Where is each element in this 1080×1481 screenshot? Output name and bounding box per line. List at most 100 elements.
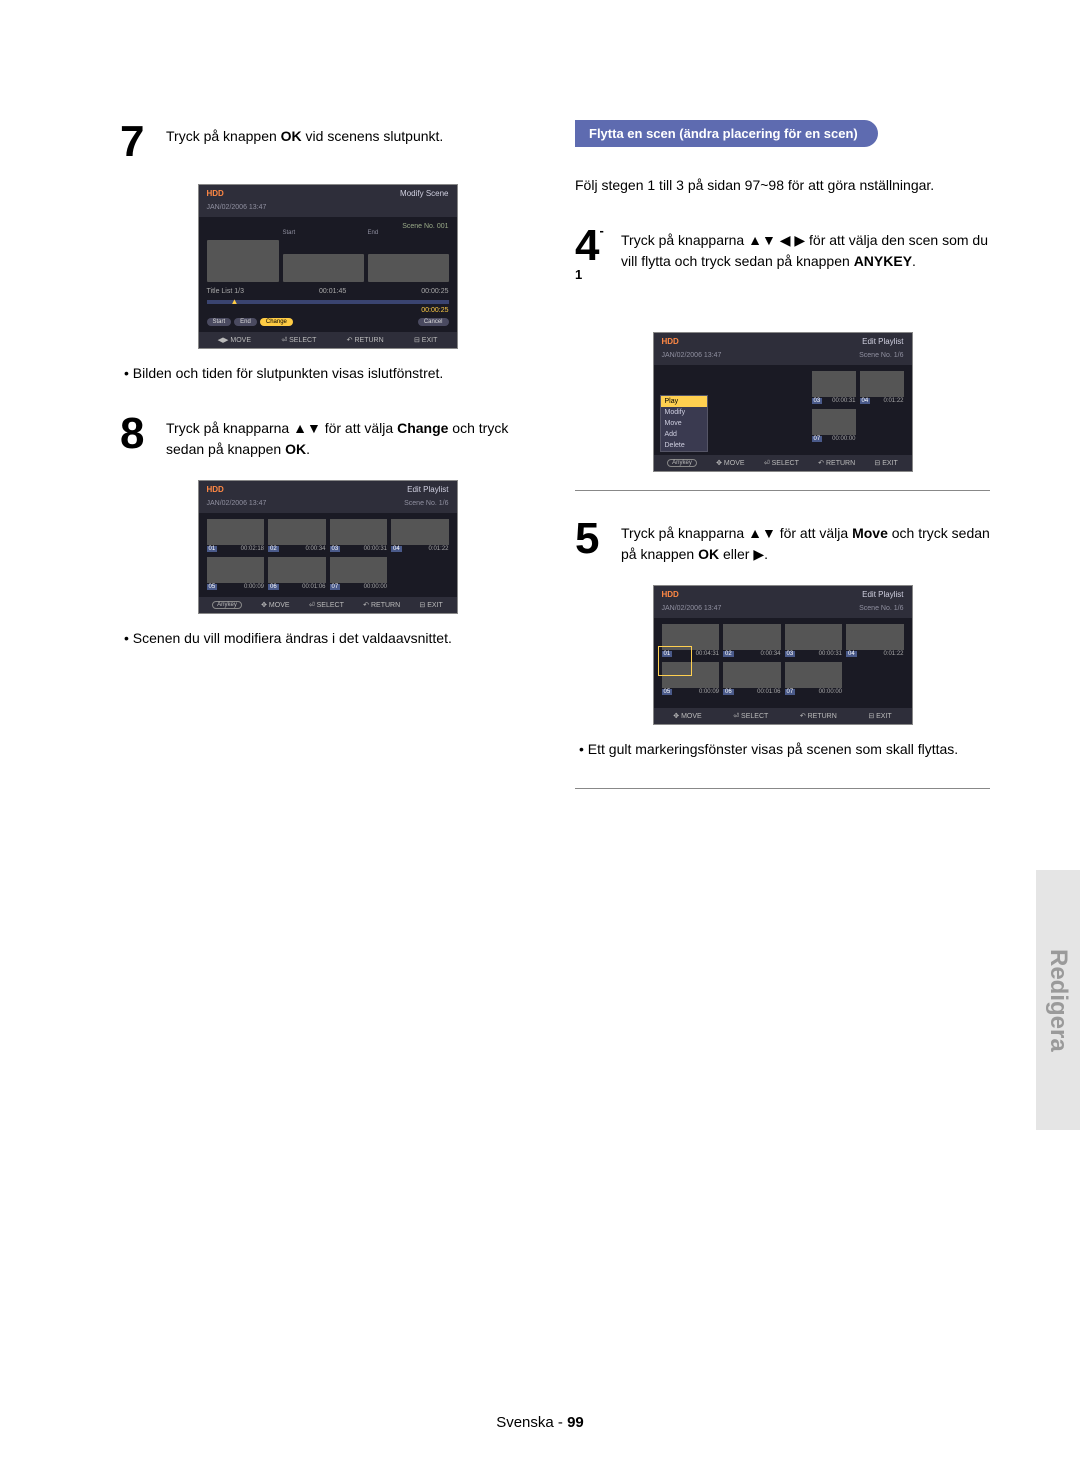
ss7-time1: 00:01:45 — [319, 288, 346, 295]
screenshot-edit-playlist-marked: HDD Edit Playlist JAN/02/2006 13:47 Scen… — [653, 585, 913, 725]
thumbnail-cell[interactable]: 0600:01:06 — [268, 557, 326, 591]
menu-item-add[interactable]: Add — [661, 429, 707, 440]
step-4-post: . — [912, 253, 916, 269]
ss7-foot-return: ↶ RETURN — [347, 336, 384, 344]
step-8-post: . — [306, 441, 310, 457]
ss7-thumb-main — [207, 240, 279, 282]
page-footer: Svenska - 99 — [0, 1414, 1080, 1431]
ss4-anykey[interactable]: Anykey — [667, 459, 697, 467]
ss7-hdd: HDD — [207, 189, 224, 198]
thumbnail-cell[interactable] — [860, 409, 904, 443]
ss5-scene: Scene No. 1/6 — [859, 605, 903, 612]
ss7-btn-change[interactable]: Change — [260, 318, 293, 326]
thumbnail-cell[interactable]: 040:01:22 — [846, 624, 904, 658]
thumbnail-cell[interactable] — [764, 371, 808, 405]
step-7-pre: Tryck på knappen — [166, 128, 281, 144]
menu-item-play[interactable]: Play — [661, 396, 707, 407]
ss8-foot-move: ✥ MOVE — [261, 601, 289, 609]
thumbnail-cell[interactable] — [846, 662, 904, 696]
step-8-text: Tryck på knapparna ▲▼ för att välja Chan… — [166, 412, 535, 460]
ss7-mode: Modify Scene — [400, 189, 448, 198]
step-5-number: 5 — [575, 517, 611, 565]
thumbnail-cell[interactable]: 0300:00:31 — [330, 519, 388, 553]
ss8-foot-select: ⏎ SELECT — [309, 601, 344, 609]
thumbnail-cell[interactable] — [391, 557, 449, 591]
ss4-hdd: HDD — [662, 337, 679, 346]
step-8-number: 8 — [120, 412, 156, 460]
thumbnail-cell[interactable]: 040:01:22 — [860, 371, 904, 405]
ss8-date: JAN/02/2006 13:47 — [207, 500, 267, 507]
step-5-pre: Tryck på knapparna ▲▼ för att välja — [621, 525, 852, 541]
ss7-btn-start[interactable]: Start — [207, 318, 232, 326]
step-8-ok: OK — [285, 441, 306, 457]
ss7-btn-cancel[interactable]: Cancel — [418, 318, 449, 326]
thumbnail-cell[interactable] — [716, 409, 760, 443]
ss5-mode: Edit Playlist — [862, 590, 903, 599]
section-heading: Flytta en scen (ändra placering för en s… — [575, 120, 878, 147]
thumbnail-cell[interactable]: 0300:00:31 — [785, 624, 843, 658]
divider-1 — [575, 490, 990, 491]
bullet-8: Scenen du vill modifiera ändras i det va… — [120, 628, 535, 649]
thumbnail-cell[interactable]: 0700:00:00 — [785, 662, 843, 696]
thumbnail-cell[interactable]: 0700:00:00 — [812, 409, 856, 443]
step-7: 7 Tryck på knappen OK vid scenens slutpu… — [120, 120, 535, 164]
ss7-scene-no: Scene No. 001 — [207, 223, 449, 230]
thumbnail-cell[interactable]: 0100:02:18 — [207, 519, 265, 553]
screenshot-edit-playlist-menu: HDD Edit Playlist JAN/02/2006 13:47 Scen… — [653, 332, 913, 472]
step-8: 8 Tryck på knapparna ▲▼ för att välja Ch… — [120, 412, 535, 460]
thumbnail-cell[interactable]: 0600:01:06 — [723, 662, 781, 696]
step-5-ok: OK — [698, 546, 719, 562]
thumbnail-cell[interactable] — [716, 371, 760, 405]
left-column: 7 Tryck på knappen OK vid scenens slutpu… — [120, 120, 535, 815]
ss4-date: JAN/02/2006 13:47 — [662, 352, 722, 359]
step-5-post: eller ▶. — [719, 546, 768, 562]
ss7-time2: 00:00:25 — [421, 288, 448, 295]
step-8-change: Change — [397, 420, 448, 436]
menu-item-delete[interactable]: Delete — [661, 440, 707, 451]
ss4-foot-move: ✥ MOVE — [716, 459, 744, 467]
screenshot-modify-scene: HDD Modify Scene JAN/02/2006 13:47 Scene… — [198, 184, 458, 349]
ss4-context-menu[interactable]: PlayModifyMoveAddDelete — [660, 395, 708, 452]
step-4-anykey: ANYKEY — [854, 253, 912, 269]
thumbnail-cell[interactable]: 040:01:22 — [391, 519, 449, 553]
thumbnail-cell[interactable] — [764, 409, 808, 443]
thumbnail-cell[interactable]: 0300:00:31 — [812, 371, 856, 405]
ss8-anykey[interactable]: Anykey — [212, 601, 242, 609]
divider-2 — [575, 788, 990, 789]
ss7-foot-move: ◀▶ MOVE — [218, 336, 251, 344]
menu-item-move[interactable]: Move — [661, 418, 707, 429]
thumbnail-cell[interactable]: 0700:00:00 — [330, 557, 388, 591]
ss7-foot-select: ⏎ SELECT — [281, 336, 316, 344]
bullet-5: Ett gult markeringsfönster visas på scen… — [575, 739, 990, 760]
ss7-date: JAN/02/2006 13:47 — [207, 204, 267, 211]
ss5-hdd: HDD — [662, 590, 679, 599]
ss5-date: JAN/02/2006 13:47 — [662, 605, 722, 612]
ss7-end-lbl: End — [368, 230, 449, 236]
footer-lang: Svenska — [496, 1414, 554, 1431]
step-5-text: Tryck på knapparna ▲▼ för att välja Move… — [621, 517, 990, 565]
step-7-post: vid scenens slutpunkt. — [302, 128, 444, 144]
ss7-thumb-start — [283, 254, 364, 282]
step-4: 4-1 Tryck på knapparna ▲▼ ◀ ▶ för att vä… — [575, 224, 990, 312]
ss4-foot-return: ↶ RETURN — [818, 459, 855, 467]
ss7-foot-exit: ⊟ EXIT — [414, 336, 437, 344]
ss8-scene: Scene No. 1/6 — [404, 500, 448, 507]
step-8-pre: Tryck på knapparna ▲▼ för att välja — [166, 420, 397, 436]
intro-text: Följ stegen 1 till 3 på sidan 97~98 för … — [575, 175, 990, 196]
ss5-grid: 0100:04:31020:00:340300:00:31040:01:2205… — [662, 624, 904, 696]
ss7-start-lbl: Start — [283, 230, 364, 236]
ss4-mode: Edit Playlist — [862, 337, 903, 346]
step-7-number: 7 — [120, 120, 156, 164]
step-4-text: Tryck på knapparna ▲▼ ◀ ▶ för att välja … — [621, 224, 990, 312]
thumbnail-cell[interactable]: 020:00:34 — [723, 624, 781, 658]
screenshot-edit-playlist-1: HDD Edit Playlist JAN/02/2006 13:47 Scen… — [198, 480, 458, 614]
menu-item-modify[interactable]: Modify — [661, 407, 707, 418]
step-7-ok: OK — [281, 128, 302, 144]
ss8-grid: 0100:02:18020:00:340300:00:31040:01:22 05… — [207, 519, 449, 591]
thumbnail-cell[interactable]: 020:00:34 — [268, 519, 326, 553]
ss8-hdd: HDD — [207, 485, 224, 494]
ss4-scene: Scene No. 1/6 — [859, 352, 903, 359]
ss7-btn-end[interactable]: End — [234, 318, 257, 326]
ss7-title-list: Title List 1/3 — [207, 288, 244, 295]
thumbnail-cell[interactable]: 050:00:09 — [207, 557, 265, 591]
